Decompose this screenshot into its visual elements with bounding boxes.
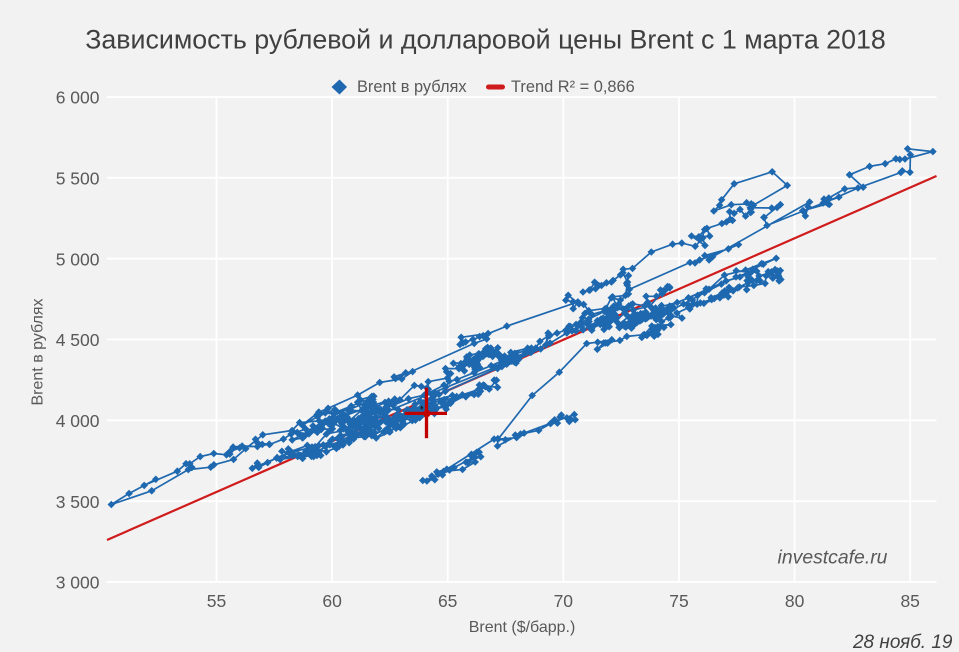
svg-text:55: 55 bbox=[207, 591, 226, 611]
svg-text:80: 80 bbox=[785, 591, 805, 611]
svg-text:70: 70 bbox=[554, 591, 574, 611]
svg-text:5 000: 5 000 bbox=[56, 249, 100, 269]
svg-text:Brent в рублях: Brent в рублях bbox=[30, 299, 47, 406]
svg-text:28 нояб. 19: 28 нояб. 19 bbox=[852, 632, 953, 652]
svg-text:Brent ($/барр.): Brent ($/барр.) bbox=[469, 619, 576, 636]
svg-text:75: 75 bbox=[669, 591, 688, 611]
svg-text:3 500: 3 500 bbox=[56, 492, 100, 512]
svg-text:4 000: 4 000 bbox=[56, 411, 100, 431]
svg-text:Trend R² = 0,866: Trend R² = 0,866 bbox=[511, 78, 635, 96]
svg-text:Зависимость рублевой и долларо: Зависимость рублевой и долларовой цены B… bbox=[85, 25, 886, 55]
svg-text:5 500: 5 500 bbox=[56, 169, 100, 189]
svg-text:investcafe.ru: investcafe.ru bbox=[778, 547, 888, 569]
svg-text:65: 65 bbox=[438, 591, 457, 611]
svg-text:Brent в рублях: Brent в рублях bbox=[357, 78, 467, 96]
svg-text:4 500: 4 500 bbox=[56, 330, 100, 350]
svg-text:60: 60 bbox=[322, 591, 342, 611]
svg-text:6 000: 6 000 bbox=[56, 88, 100, 108]
svg-text:3 000: 3 000 bbox=[56, 573, 100, 593]
svg-text:85: 85 bbox=[900, 591, 919, 611]
